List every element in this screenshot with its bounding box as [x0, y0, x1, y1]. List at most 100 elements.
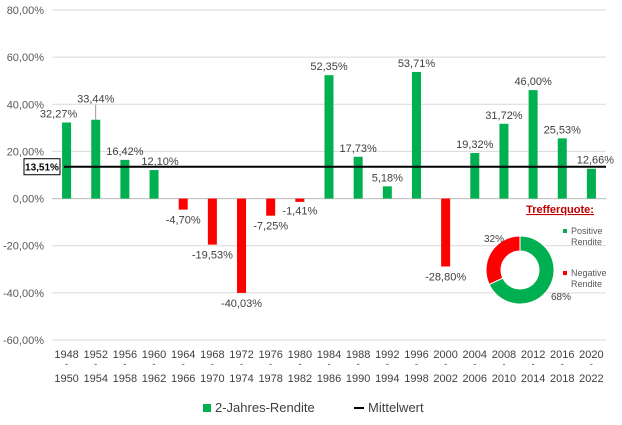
mean-label: 13,51% — [25, 163, 59, 174]
legend-label-mean: Mittelwert — [368, 400, 424, 415]
bar-value-label: 12,10% — [141, 156, 179, 168]
inset-title: Trefferquote: — [526, 204, 594, 216]
bar-value-label: 5,18% — [372, 172, 403, 184]
donut-slice — [485, 235, 521, 286]
bar-value-label: 52,35% — [310, 61, 348, 73]
x-axis: 1948-19501952-19541956-19581960-19621964… — [54, 349, 603, 385]
x-tick-label-dash: - — [123, 359, 126, 369]
x-tick-label-end: 1958 — [113, 373, 137, 385]
negative-bar — [441, 198, 451, 267]
y-tick-label: 80,00% — [7, 5, 45, 17]
mean-line-group: 13,51% — [23, 158, 606, 176]
x-tick-label-start: 2012 — [521, 349, 545, 361]
x-tick-label-end: 1970 — [200, 373, 224, 385]
x-tick-label-start: 1980 — [288, 349, 312, 361]
bar-value-label: 12,66% — [577, 155, 615, 167]
positive-bar — [528, 90, 538, 199]
negative-bar — [207, 198, 217, 245]
x-tick-label-start: 1976 — [258, 349, 282, 361]
x-tick-label-start: 2004 — [463, 349, 487, 361]
x-tick-label-end: 2022 — [579, 373, 603, 385]
x-tick-label-dash: - — [182, 359, 185, 369]
x-tick-label-dash: - — [561, 359, 564, 369]
x-tick-label-dash: - — [502, 359, 505, 369]
bar-value-label: -4,70% — [166, 215, 201, 227]
x-tick-label-dash: - — [94, 359, 97, 369]
positive-bar — [324, 75, 334, 199]
inset-legend-label: Positive — [571, 226, 603, 236]
negative-bar — [237, 198, 247, 293]
negative-bar — [295, 198, 305, 202]
x-tick-label-end: 2006 — [463, 373, 487, 385]
x-tick-label-dash: - — [328, 359, 331, 369]
bar-value-label: 16,42% — [106, 146, 144, 158]
hit-rate-donut: Trefferquote:68%32%PositiveRenditeNegati… — [484, 204, 607, 305]
positive-bar — [411, 71, 421, 199]
x-tick-label-end: 2018 — [550, 373, 574, 385]
x-tick-label-end: 1974 — [229, 373, 253, 385]
positive-bar — [120, 159, 130, 199]
x-tick-label-end: 1986 — [317, 373, 341, 385]
donut-slice-label: 68% — [551, 292, 571, 303]
legend: 2-Jahres-Rendite Mittelwert — [203, 400, 424, 415]
x-tick-label-start: 2016 — [550, 349, 574, 361]
x-tick-label-start: 1948 — [54, 349, 78, 361]
bars — [62, 71, 596, 293]
bar-value-label: 25,53% — [544, 124, 582, 136]
y-tick-label: -40,00% — [3, 288, 44, 300]
x-tick-label-start: 1996 — [404, 349, 428, 361]
x-tick-label-dash: - — [298, 359, 301, 369]
x-tick-label-dash: - — [240, 359, 243, 369]
x-tick-label-end: 1994 — [375, 373, 399, 385]
x-tick-label-end: 1990 — [346, 373, 370, 385]
x-tick-label-dash: - — [415, 359, 418, 369]
x-tick-label-end: 1950 — [54, 373, 78, 385]
donut-slice-label: 32% — [484, 234, 504, 245]
bar-value-label: -7,25% — [253, 221, 288, 233]
y-tick-label: 0,00% — [13, 194, 44, 206]
x-tick-label-end: 1978 — [258, 373, 282, 385]
x-tick-label-end: 2002 — [433, 373, 457, 385]
x-tick-label-start: 2008 — [492, 349, 516, 361]
bar-value-label: -1,41% — [282, 206, 317, 218]
y-axis: -60,00% -40,00% -20,00% 0,00% 20,00% 40,00% 60… — [3, 5, 44, 347]
x-tick-label-start: 1964 — [171, 349, 195, 361]
inset-legend-marker — [563, 229, 567, 233]
legend-marker-bars — [203, 404, 211, 412]
inset-legend-label: Rendite — [571, 237, 602, 247]
positive-bar — [149, 170, 159, 199]
positive-bar — [586, 168, 596, 199]
y-tick-label: 60,00% — [7, 52, 45, 64]
bar-value-label: 53,71% — [398, 58, 436, 70]
x-tick-label-start: 1952 — [83, 349, 107, 361]
positive-bar — [499, 123, 509, 199]
donut-slice — [488, 235, 555, 305]
bar-value-label: 31,72% — [485, 110, 523, 122]
mean-label-box — [23, 158, 61, 176]
negative-bar — [266, 198, 276, 216]
negative-bar — [178, 198, 188, 210]
x-tick-label-dash: - — [386, 359, 389, 369]
positive-bar — [382, 186, 392, 199]
y-tick-label: 20,00% — [7, 146, 45, 158]
x-tick-label-start: 1972 — [229, 349, 253, 361]
positive-bar — [557, 138, 567, 199]
x-tick-label-dash: - — [357, 359, 360, 369]
legend-label-bars: 2-Jahres-Rendite — [215, 400, 315, 415]
y-tick-label: -60,00% — [3, 335, 44, 347]
x-tick-label-dash: - — [153, 359, 156, 369]
positive-bar — [353, 156, 363, 199]
x-tick-label-start: 2020 — [579, 349, 603, 361]
bar-value-label: -40,03% — [221, 298, 262, 310]
inset-legend-marker — [563, 271, 567, 275]
x-tick-label-start: 1984 — [317, 349, 341, 361]
bar-value-label: 17,73% — [340, 143, 378, 155]
x-tick-label-end: 1982 — [288, 373, 312, 385]
inset-legend-label: Rendite — [571, 279, 602, 289]
bar-value-label: 46,00% — [514, 76, 552, 88]
bar-value-label: 33,44% — [77, 94, 115, 106]
x-tick-label-start: 2000 — [433, 349, 457, 361]
x-tick-label-dash: - — [211, 359, 214, 369]
bar-value-label: -19,53% — [192, 250, 233, 262]
x-tick-label-dash: - — [590, 359, 593, 369]
